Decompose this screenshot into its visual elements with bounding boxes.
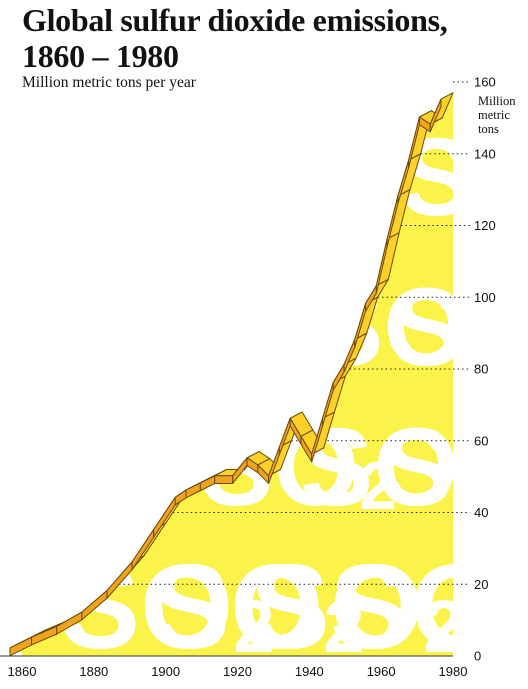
so2-watermarks: SO2SO2SO2SO2SO2SO2SO2SO2SO2SO2	[60, 116, 528, 674]
y-tick-label: 40	[474, 505, 488, 520]
y-tick-label: 160	[474, 75, 496, 90]
chart-subtitle: Million metric tons per year	[22, 74, 196, 91]
y-grid-leaders	[119, 81, 470, 585]
so2-watermark: SO2	[250, 540, 465, 674]
ribbon-segment-side	[214, 475, 234, 484]
y-tick-label: 0	[474, 649, 481, 664]
ribbon-segment-side	[429, 98, 442, 133]
y-tick-label: 20	[474, 577, 488, 592]
x-tick-label: 1920	[223, 664, 252, 679]
so2-watermark: SO2	[150, 540, 365, 674]
y-tick-label: 80	[474, 362, 488, 377]
y-axis-label: Million metric tons	[478, 94, 516, 136]
x-axis-ticks: 1860 1880 1900 1920 1940 1960 1980	[8, 664, 468, 679]
x-tick-label: 1960	[367, 664, 396, 679]
so2-watermark: SO2	[380, 406, 528, 529]
x-tick-label: 1900	[151, 664, 180, 679]
x-tick-label: 1860	[8, 664, 37, 679]
y-tick-label: 100	[474, 290, 496, 305]
x-tick-label: 1880	[79, 664, 108, 679]
y-tick-label: 120	[474, 218, 496, 233]
emissions-ribbon	[9, 92, 454, 657]
y-axis-ticks: 0 20 40 60 80 100 120 140 160	[474, 75, 496, 664]
so2-watermark: SO2	[390, 266, 528, 389]
so2-watermark: SO2	[330, 540, 528, 674]
y-tick-label: 140	[474, 146, 496, 161]
chart-title: Global sulfur dioxide emissions, 1860 – …	[22, 2, 448, 74]
emissions-area	[22, 92, 453, 657]
x-tick-label: 1940	[295, 664, 324, 679]
x-tick-label: 1980	[439, 664, 468, 679]
y-tick-label: 60	[474, 433, 488, 448]
